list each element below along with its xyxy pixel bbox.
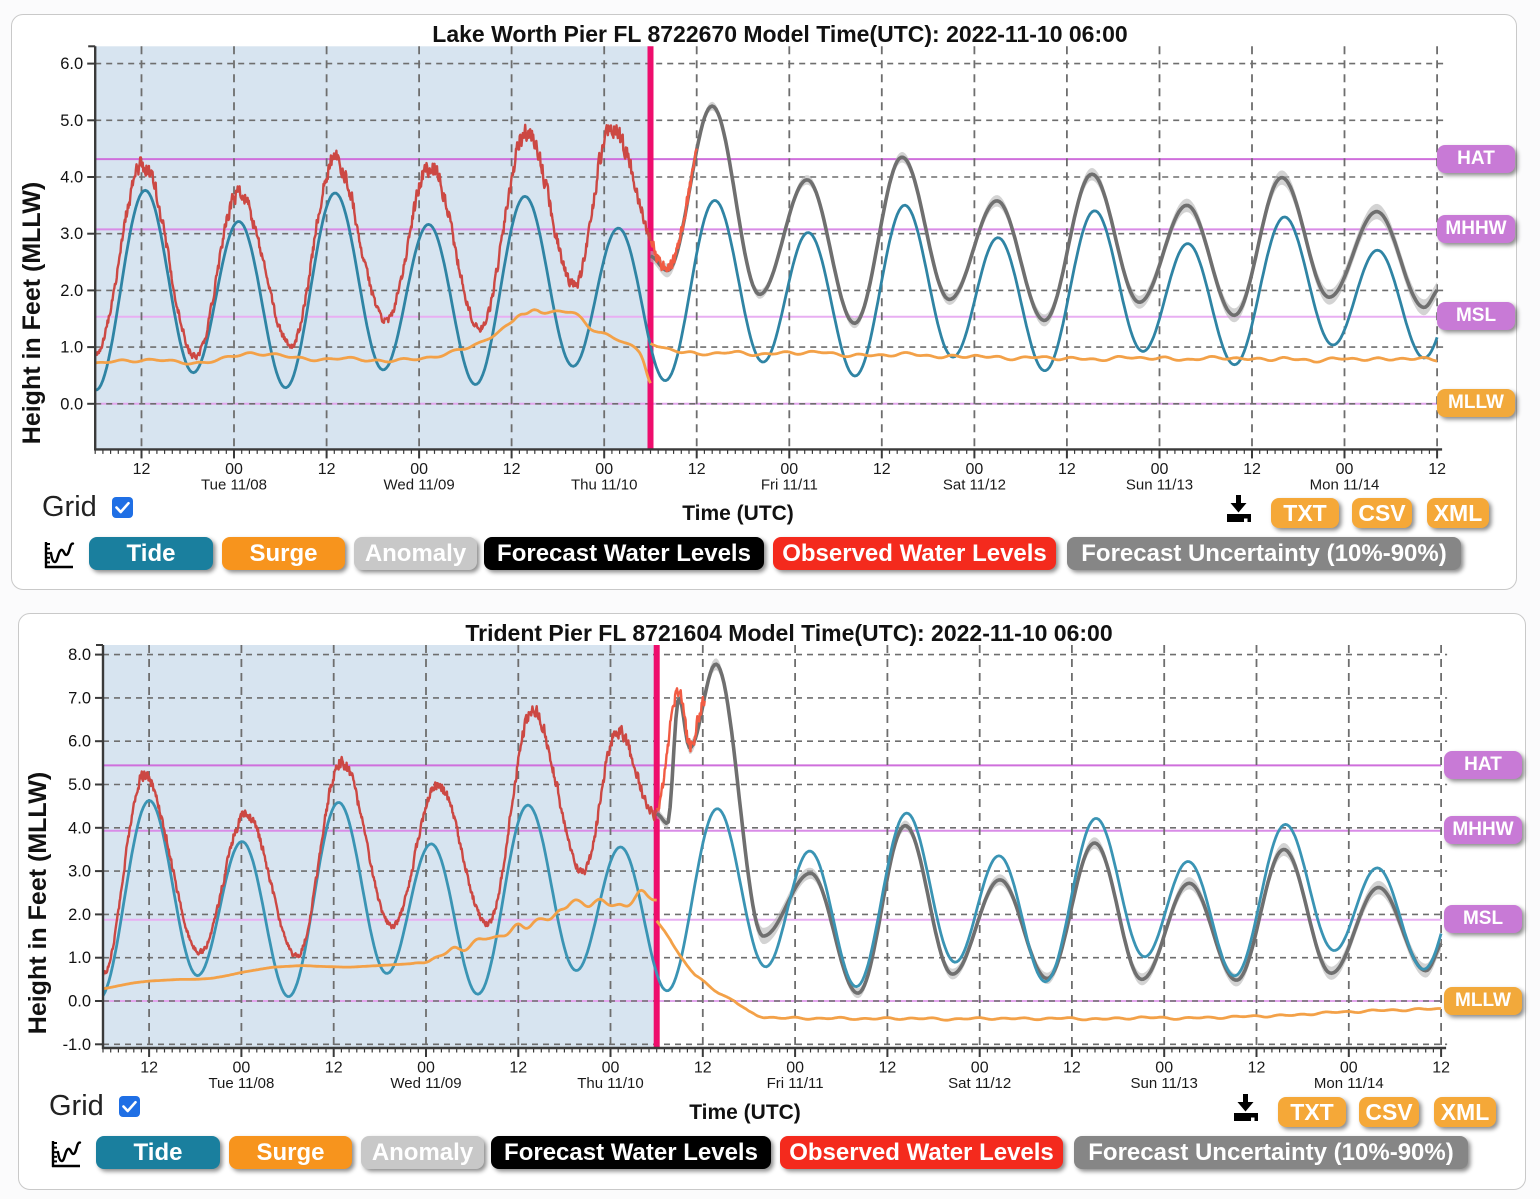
svg-text:4.0: 4.0 bbox=[68, 819, 91, 837]
svg-text:Thu 11/10: Thu 11/10 bbox=[577, 1075, 643, 1092]
svg-text:Mon 11/14: Mon 11/14 bbox=[1314, 1075, 1384, 1092]
svg-text:0.0: 0.0 bbox=[60, 395, 83, 413]
svg-text:00: 00 bbox=[1336, 461, 1354, 478]
svg-text:8.0: 8.0 bbox=[68, 646, 91, 664]
svg-text:-1.0: -1.0 bbox=[63, 1036, 91, 1054]
svg-text:12: 12 bbox=[1063, 1060, 1081, 1077]
svg-text:12: 12 bbox=[1428, 461, 1446, 478]
svg-text:00: 00 bbox=[780, 461, 798, 478]
svg-text:Sat 11/12: Sat 11/12 bbox=[943, 476, 1006, 493]
svg-text:5.0: 5.0 bbox=[60, 112, 83, 130]
svg-text:4.0: 4.0 bbox=[60, 169, 83, 187]
svg-text:5.0: 5.0 bbox=[68, 776, 91, 794]
svg-text:00: 00 bbox=[410, 461, 428, 478]
svg-text:2.0: 2.0 bbox=[60, 282, 83, 300]
svg-text:12: 12 bbox=[688, 461, 706, 478]
svg-text:Wed 11/09: Wed 11/09 bbox=[384, 476, 455, 493]
svg-text:12: 12 bbox=[1243, 461, 1261, 478]
svg-text:12: 12 bbox=[140, 1060, 158, 1077]
svg-text:6.0: 6.0 bbox=[68, 733, 91, 751]
svg-text:Sun 11/13: Sun 11/13 bbox=[1126, 476, 1193, 493]
svg-text:00: 00 bbox=[233, 1060, 251, 1077]
svg-text:12: 12 bbox=[1058, 461, 1076, 478]
svg-text:12: 12 bbox=[509, 1060, 527, 1077]
svg-text:6.0: 6.0 bbox=[60, 55, 83, 73]
svg-text:12: 12 bbox=[503, 461, 521, 478]
svg-text:3.0: 3.0 bbox=[68, 863, 91, 881]
svg-text:00: 00 bbox=[971, 1060, 989, 1077]
svg-text:Tue 11/08: Tue 11/08 bbox=[201, 476, 267, 493]
svg-text:12: 12 bbox=[318, 461, 336, 478]
svg-text:00: 00 bbox=[225, 461, 243, 478]
svg-text:7.0: 7.0 bbox=[68, 689, 91, 707]
svg-text:2.0: 2.0 bbox=[68, 906, 91, 924]
svg-text:00: 00 bbox=[602, 1060, 620, 1077]
svg-text:Sat 11/12: Sat 11/12 bbox=[948, 1075, 1011, 1092]
svg-text:Sun 11/13: Sun 11/13 bbox=[1131, 1075, 1198, 1092]
svg-text:Mon 11/14: Mon 11/14 bbox=[1310, 476, 1380, 493]
svg-text:Wed 11/09: Wed 11/09 bbox=[390, 1075, 461, 1092]
svg-text:00: 00 bbox=[1340, 1060, 1358, 1077]
svg-text:1.0: 1.0 bbox=[60, 339, 83, 357]
svg-text:0.0: 0.0 bbox=[68, 993, 91, 1011]
svg-text:1.0: 1.0 bbox=[68, 949, 91, 967]
svg-text:00: 00 bbox=[595, 461, 613, 478]
svg-text:12: 12 bbox=[694, 1060, 712, 1077]
svg-text:00: 00 bbox=[1155, 1060, 1173, 1077]
svg-text:00: 00 bbox=[1151, 461, 1169, 478]
svg-text:00: 00 bbox=[966, 461, 984, 478]
svg-text:12: 12 bbox=[325, 1060, 343, 1077]
svg-text:Height in Feet (MLLW): Height in Feet (MLLW) bbox=[24, 772, 52, 1034]
svg-text:3.0: 3.0 bbox=[60, 225, 83, 243]
svg-text:12: 12 bbox=[879, 1060, 897, 1077]
svg-text:12: 12 bbox=[133, 461, 151, 478]
svg-text:12: 12 bbox=[873, 461, 891, 478]
svg-text:00: 00 bbox=[786, 1060, 804, 1077]
svg-text:Tue 11/08: Tue 11/08 bbox=[208, 1075, 274, 1092]
svg-text:Height in Feet (MLLW): Height in Feet (MLLW) bbox=[18, 182, 46, 444]
svg-text:00: 00 bbox=[417, 1060, 435, 1077]
svg-text:12: 12 bbox=[1432, 1060, 1450, 1077]
svg-text:Thu 11/10: Thu 11/10 bbox=[571, 476, 637, 493]
svg-text:Fri 11/11: Fri 11/11 bbox=[761, 476, 818, 493]
svg-text:Fri 11/11: Fri 11/11 bbox=[767, 1075, 824, 1092]
svg-text:12: 12 bbox=[1248, 1060, 1266, 1077]
